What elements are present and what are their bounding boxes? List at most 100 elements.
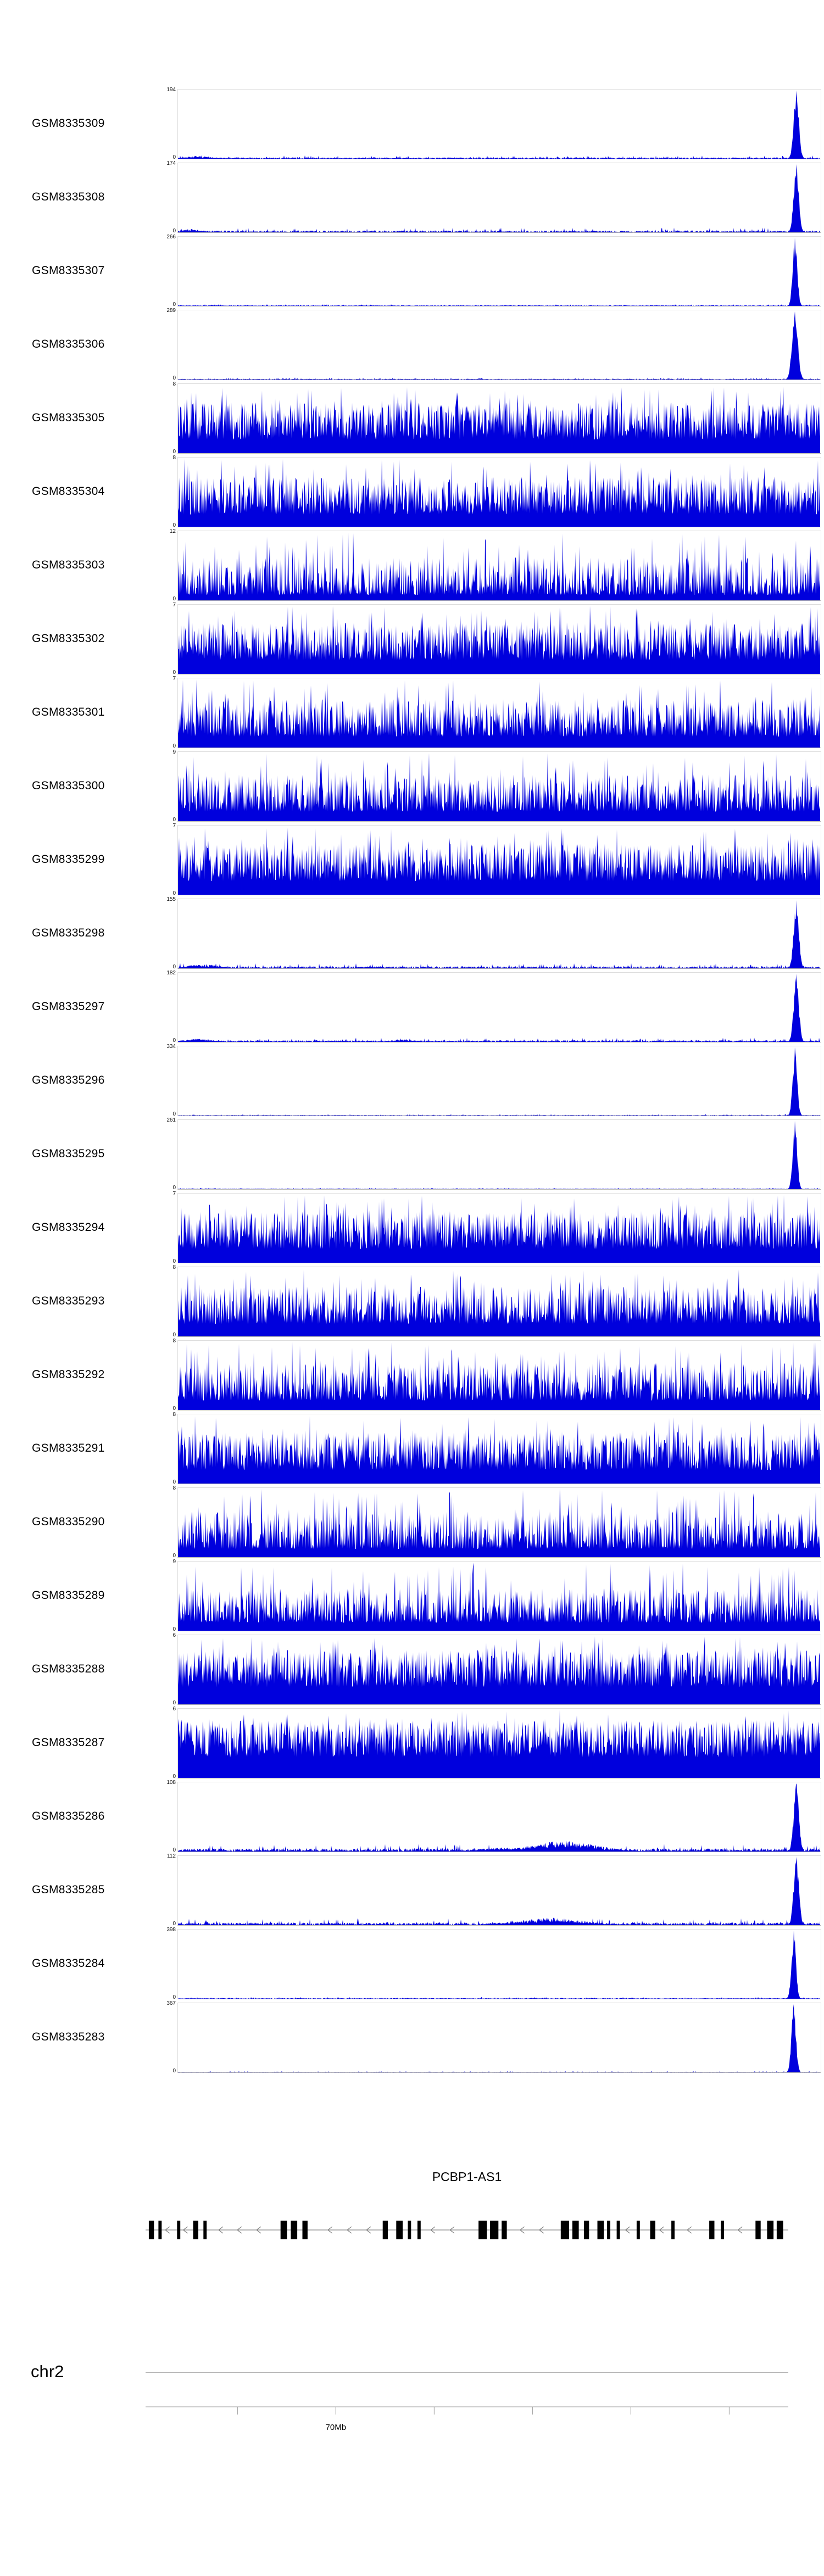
signal-track-row: GSM8335298 155 0 (0, 897, 824, 970)
signal-track-row: GSM8335289 9 0 (0, 1559, 824, 1632)
track-yaxis-max-label: 334 (166, 1044, 176, 1050)
track-yaxis-max-label: 7 (172, 602, 176, 608)
coverage-signal (178, 1047, 820, 1116)
track-sample-label: GSM8335292 (32, 1368, 105, 1381)
signal-track-row: GSM8335305 8 0 (0, 381, 824, 455)
coverage-signal (178, 1783, 820, 1852)
track-sample-label: GSM8335294 (32, 1221, 105, 1234)
track-sample-label: GSM8335308 (32, 191, 105, 203)
track-sample-label: GSM8335283 (32, 2031, 105, 2043)
track-sample-label: GSM8335300 (32, 779, 105, 792)
signal-track-row: GSM8335287 6 0 (0, 1707, 824, 1780)
track-yaxis-min-label: 0 (172, 1332, 176, 1338)
exon-block (583, 2221, 589, 2239)
track-yaxis-min-label: 0 (172, 964, 176, 970)
track-sample-label: GSM8335286 (32, 1810, 105, 1822)
coverage-signal (178, 827, 820, 895)
track-sample-label: GSM8335295 (32, 1147, 105, 1160)
track-sample-label: GSM8335304 (32, 485, 105, 498)
exon-block (148, 2221, 154, 2239)
exon-block (616, 2221, 620, 2239)
track-yaxis-min-label: 0 (172, 596, 176, 602)
track-yaxis-min-label: 0 (172, 375, 176, 381)
coverage-signal (178, 459, 820, 527)
track-sample-label: GSM8335299 (32, 853, 105, 866)
coverage-signal (178, 387, 820, 453)
signal-track-row: GSM8335291 8 0 (0, 1412, 824, 1485)
coverage-signal (178, 1636, 820, 1704)
track-yaxis-max-label: 6 (172, 1706, 176, 1712)
track-yaxis-max-label: 182 (166, 970, 176, 976)
signal-track-row: GSM8335286 108 0 (0, 1780, 824, 1853)
track-plot-area: 182 0 (166, 971, 821, 1044)
chromosome-label: chr2 (31, 2362, 64, 2381)
exon-block (607, 2221, 610, 2239)
track-plot-area: 334 0 (166, 1044, 821, 1117)
track-yaxis-min-label: 0 (172, 302, 176, 308)
track-sample-label: GSM8335297 (32, 1000, 105, 1013)
strand-direction-arrow-icon (327, 2226, 333, 2234)
exon-block (776, 2221, 783, 2239)
coverage-signal (178, 679, 820, 748)
exon-block (193, 2221, 198, 2239)
strand-direction-arrow-icon (164, 2226, 170, 2234)
coverage-signal (178, 606, 820, 674)
track-yaxis-min-label: 0 (172, 743, 176, 749)
track-yaxis-min-label: 0 (172, 1479, 176, 1485)
track-sample-label: GSM8335298 (32, 927, 105, 939)
signal-track-row: GSM8335302 7 0 (0, 602, 824, 676)
coverage-signal (178, 1710, 820, 1778)
gene-structure-track (146, 2221, 788, 2239)
coverage-signal (178, 1342, 820, 1410)
track-sample-label: GSM8335287 (32, 1736, 105, 1749)
track-yaxis-max-label: 8 (172, 381, 176, 387)
signal-track-row: GSM8335285 112 0 (0, 1854, 824, 1927)
track-yaxis-min-label: 0 (172, 522, 176, 528)
track-sample-label: GSM8335285 (32, 1883, 105, 1896)
strand-direction-arrow-icon (182, 2226, 188, 2234)
track-plot-area: 289 0 (166, 308, 821, 381)
track-sample-label: GSM8335305 (32, 411, 105, 424)
exon-block (560, 2221, 569, 2239)
track-plot-area: 108 0 (166, 1780, 821, 1853)
coverage-signal (178, 1121, 820, 1189)
track-yaxis-min-label: 0 (172, 1111, 176, 1117)
coverage-signal (178, 753, 820, 821)
coverage-signal (178, 311, 820, 380)
track-yaxis-max-label: 8 (172, 1412, 176, 1418)
track-yaxis-min-label: 0 (172, 1774, 176, 1780)
signal-track-row: GSM8335294 7 0 (0, 1191, 824, 1264)
track-yaxis-min-label: 0 (172, 154, 176, 160)
track-sample-label: GSM8335291 (32, 1442, 105, 1454)
track-yaxis-max-label: 9 (172, 749, 176, 755)
coverage-signal (178, 1416, 820, 1484)
coverage-signal (178, 532, 820, 600)
exon-block (177, 2221, 181, 2239)
signal-track-row: GSM8335299 7 0 (0, 823, 824, 896)
track-yaxis-max-label: 8 (172, 1485, 176, 1491)
coverage-signal (178, 164, 820, 232)
exon-block (417, 2221, 421, 2239)
signal-track-row: GSM8335292 8 0 (0, 1339, 824, 1412)
track-plot-area: 155 0 (166, 897, 821, 970)
track-plot-area: 112 0 (167, 1854, 821, 1927)
track-yaxis-max-label: 174 (166, 160, 176, 166)
signal-tracks-container: GSM8335309 194 0 GSM8335308 174 0 GSM8335307 26… (0, 87, 824, 2076)
coverage-signal (178, 91, 820, 159)
track-sample-label: GSM8335303 (32, 559, 105, 571)
coverage-signal (178, 1931, 820, 1999)
track-yaxis-min-label: 0 (172, 1553, 176, 1559)
coverage-signal (178, 2004, 820, 2072)
coverage-signal (178, 900, 820, 968)
genome-coordinate-axis: 70Mb (146, 2406, 788, 2432)
strand-direction-arrow-icon (686, 2226, 692, 2234)
exon-block (302, 2221, 308, 2239)
coverage-signal (178, 1563, 820, 1631)
strand-direction-arrow-icon (255, 2226, 261, 2234)
track-yaxis-min-label: 0 (172, 1038, 176, 1044)
track-yaxis-max-label: 155 (166, 896, 176, 902)
track-yaxis-min-label: 0 (172, 890, 176, 896)
